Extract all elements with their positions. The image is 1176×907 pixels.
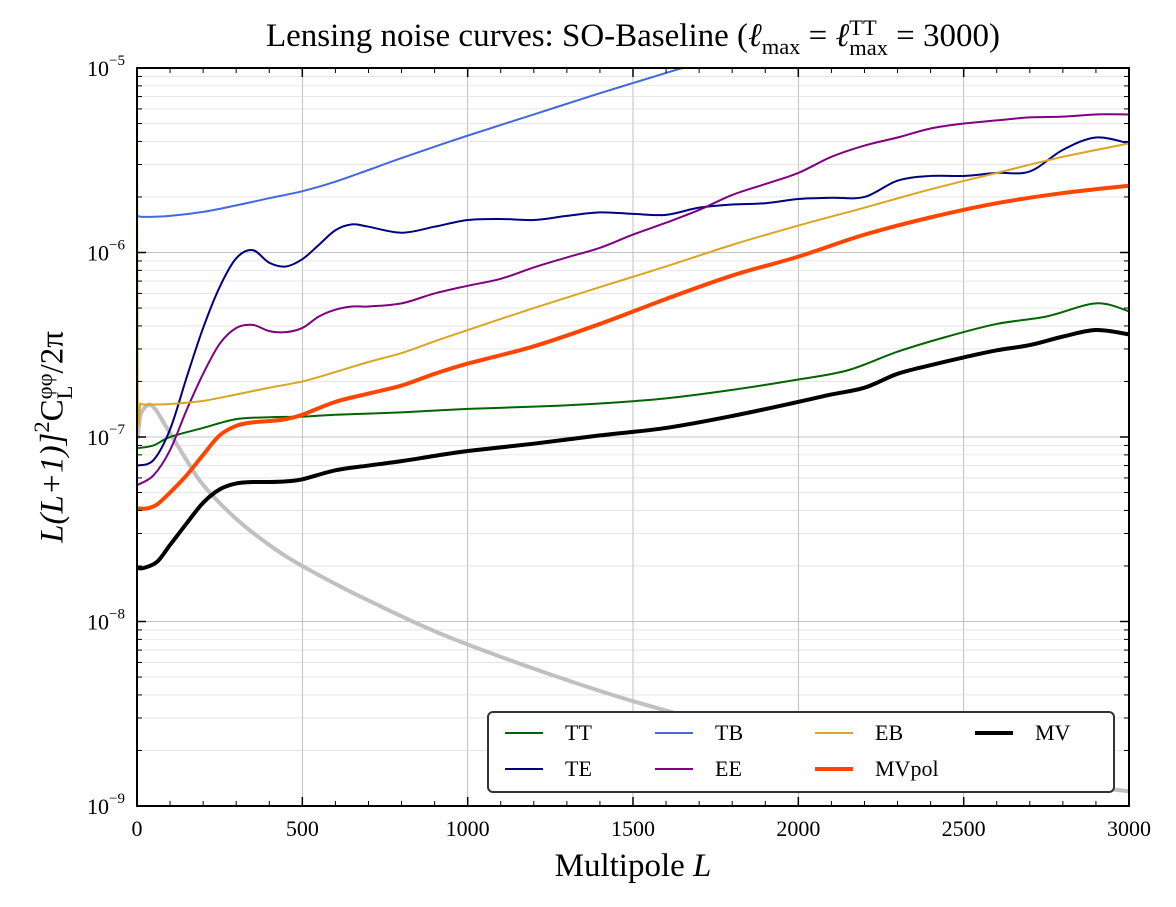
y-tick-label: 10−6 bbox=[87, 238, 125, 266]
legend-swatch bbox=[815, 732, 853, 734]
series-line-eb bbox=[137, 68, 1129, 427]
legend-swatch bbox=[655, 732, 693, 734]
x-tick-label: 0 bbox=[132, 816, 143, 841]
legend-item-tb: TB bbox=[655, 720, 744, 745]
legend-item-mv: MV bbox=[975, 720, 1071, 745]
x-tick-label: 2500 bbox=[942, 816, 986, 841]
chart-title: Lensing noise curves: SO-Baseline (ℓmax … bbox=[265, 15, 1001, 61]
grid-lines bbox=[136, 67, 1130, 807]
x-tick-label: 2000 bbox=[776, 816, 820, 841]
legend-label: MVpol bbox=[875, 756, 939, 781]
y-tick-label: 10−9 bbox=[87, 791, 125, 819]
legend-label: TB bbox=[715, 720, 744, 745]
legend-item-tt: TT bbox=[505, 720, 592, 745]
legend-swatch bbox=[505, 768, 543, 770]
legend-item-eb: EB bbox=[815, 720, 904, 745]
legend-swatch bbox=[815, 767, 853, 771]
x-tick-label: 3000 bbox=[1107, 816, 1151, 841]
y-tick-label: 10−8 bbox=[87, 607, 125, 635]
x-axis-label: Multipole L bbox=[554, 848, 712, 884]
y-axis-label: L(L+1)]2C φφ L/2π bbox=[28, 331, 77, 543]
y-tick-label: 10−7 bbox=[87, 422, 125, 450]
legend-label: TT bbox=[565, 720, 592, 745]
y-tick-labels: 10−9 10−8 10−7 10−6 10−5 bbox=[87, 53, 125, 819]
legend-swatch bbox=[505, 732, 543, 734]
x-tick-label: 500 bbox=[286, 816, 319, 841]
series-line-te bbox=[137, 136, 1129, 467]
series-line-ee bbox=[137, 113, 1129, 486]
series-line-mv bbox=[137, 328, 1129, 571]
x-tick-label: 1500 bbox=[611, 816, 655, 841]
legend-label: EE bbox=[715, 756, 742, 781]
x-tick-label: 1000 bbox=[446, 816, 490, 841]
legend-item-mvpol: MVpol bbox=[815, 756, 939, 781]
series-line-mvpol bbox=[137, 183, 1129, 511]
x-tick-labels: 0 500 1000 1500 2000 2500 3000 bbox=[132, 816, 1152, 841]
legend-label: MV bbox=[1035, 720, 1071, 745]
y-tick-label: 10−5 bbox=[87, 53, 125, 81]
legend-label: TE bbox=[565, 756, 592, 781]
series-line-tb bbox=[137, 68, 684, 218]
series-line-tt bbox=[137, 302, 1129, 450]
legend-item-te: TE bbox=[505, 756, 592, 781]
legend-label: EB bbox=[875, 720, 904, 745]
tick-marks bbox=[136, 67, 1130, 807]
legend: TT TE TB EE EB MVpol MV bbox=[487, 711, 1115, 793]
legend-item-ee: EE bbox=[655, 756, 742, 781]
legend-swatch bbox=[975, 731, 1013, 735]
legend-swatch bbox=[655, 768, 693, 770]
